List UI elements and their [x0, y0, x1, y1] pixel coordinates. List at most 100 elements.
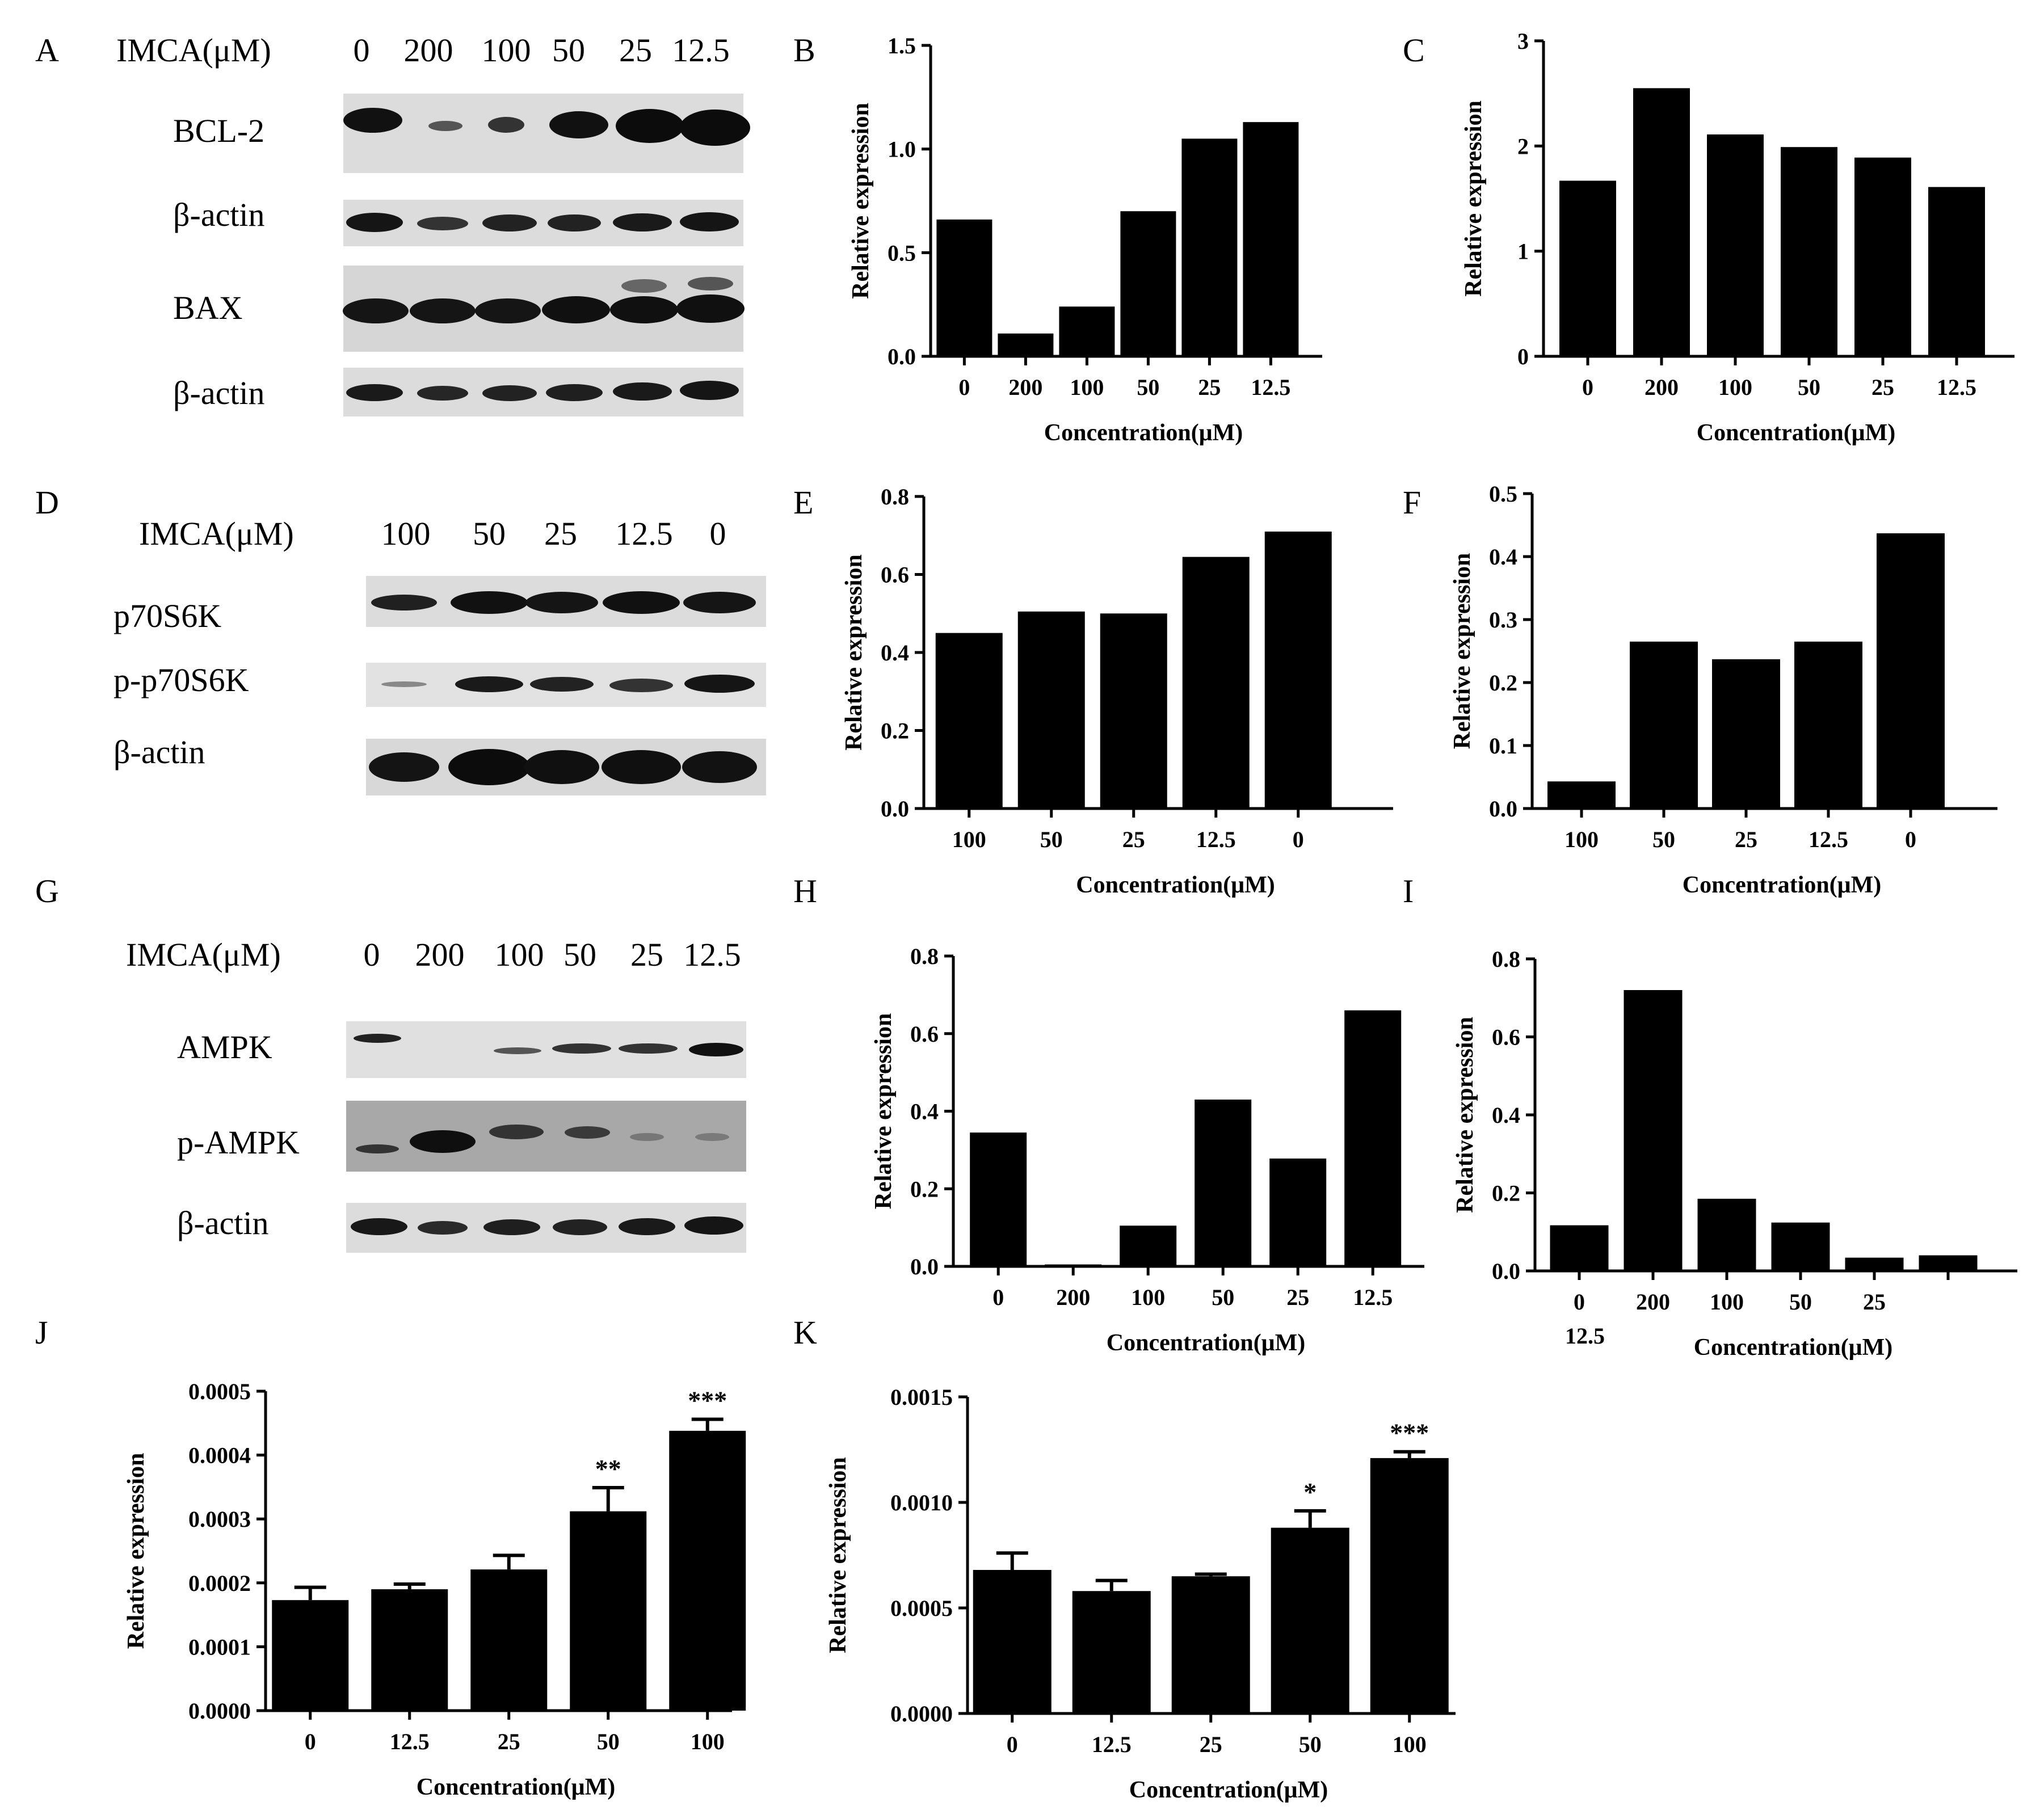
y-axis-label: Relative expression	[1452, 1017, 1478, 1213]
y-tick-label: 0.6	[1492, 1025, 1520, 1050]
band	[483, 1219, 540, 1235]
x-axis-label: Concentration(μM)	[1129, 1777, 1328, 1803]
panel-label-j: J	[35, 1314, 48, 1351]
blot-strip-actin	[346, 1203, 746, 1253]
y-axis-label: Relative expression	[841, 554, 867, 751]
x-axis-label: Concentration(μM)	[1683, 872, 1881, 898]
blot-d-lane: 25	[544, 515, 577, 552]
x-axis-label: Concentration(μM)	[1076, 872, 1275, 898]
x-tick-label: 50	[1137, 374, 1159, 400]
x-tick-label: 0	[1582, 374, 1593, 400]
x-tick-label: 12.5	[1092, 1732, 1132, 1757]
x-tick-label: 0	[305, 1729, 316, 1754]
y-tick-label: 0.2	[881, 718, 909, 744]
x-tick-label: 50	[1212, 1285, 1234, 1310]
bar	[272, 1600, 349, 1711]
blot-d-lane: 50	[473, 515, 506, 552]
bar	[1630, 641, 1698, 809]
y-tick-label: 0.0	[1492, 1258, 1520, 1284]
x-tick-label: 0	[1574, 1289, 1585, 1315]
blot-d-row-label: β-actin	[113, 734, 205, 770]
bar	[1120, 211, 1176, 356]
band	[542, 296, 610, 323]
blot-g-row-label: AMPK	[177, 1029, 272, 1066]
bar	[1550, 1225, 1609, 1271]
y-tick-label: 0.2	[1489, 670, 1517, 696]
y-tick-label: 1.0	[888, 137, 916, 162]
blot-g-lane: 50	[563, 936, 596, 973]
chart-k: 0.0000 0.0005 0.0010 0.0015 0 12.5 25 50 * 100 ***…	[825, 1384, 1456, 1803]
y-tick-label: 1	[1517, 239, 1529, 264]
bar	[371, 1589, 448, 1711]
band	[346, 384, 403, 401]
bar	[1712, 659, 1780, 809]
y-axis-label: Relative expression	[825, 1457, 851, 1653]
y-tick-label: 0.0004	[188, 1443, 251, 1468]
significance-marker: ***	[1390, 1418, 1429, 1447]
panel-label-f: F	[1403, 484, 1421, 521]
x-tick-label: 50	[1299, 1732, 1322, 1757]
panel-label-a: A	[35, 32, 59, 69]
y-axis-label: Relative expression	[848, 103, 874, 299]
band	[482, 385, 537, 401]
chart-b: 0.0 0.5 1.0 1.5 0 200 100 50 25 12.5 Concentration…	[848, 33, 1322, 446]
band	[494, 1047, 541, 1054]
bar	[1771, 1222, 1830, 1271]
x-tick-label: 0	[1293, 827, 1304, 852]
band	[552, 1043, 611, 1054]
bar	[1195, 1099, 1252, 1266]
band	[680, 381, 739, 400]
blot-strip-ampk	[346, 1021, 746, 1078]
band	[410, 298, 476, 323]
y-tick-label: 3	[1517, 28, 1529, 54]
x-tick-label: 200	[1645, 374, 1679, 400]
x-tick-label: 25	[1200, 1732, 1222, 1757]
blot-a-lane: 0	[354, 32, 370, 69]
x-tick-label: 12.5	[1809, 827, 1848, 852]
panel-label-b: B	[793, 32, 815, 69]
chart-h: 0.0 0.2 0.4 0.6 0.8 0 200 100 50 25 12.5 Concentrat…	[870, 944, 1424, 1356]
x-tick-label: 100	[691, 1729, 725, 1754]
band	[603, 591, 680, 614]
x-tick-label: 12.5	[1353, 1285, 1393, 1310]
x-tick-label-extra: 12.5	[1565, 1323, 1605, 1349]
x-tick-label: 100	[1393, 1732, 1427, 1757]
band	[417, 386, 468, 401]
panel-label-d: D	[35, 484, 59, 521]
band	[369, 752, 439, 782]
y-tick-label: 0.2	[910, 1176, 939, 1202]
blot-g-lane: 25	[630, 936, 663, 973]
chart-i: 0.0 0.2 0.4 0.6 0.8 0 200 100 50 25 12.5 Concentrat…	[1452, 946, 2017, 1361]
x-tick-label: 12.5	[1196, 827, 1236, 852]
band	[613, 382, 672, 401]
y-axis-label: Relative expression	[123, 1453, 149, 1649]
y-tick-label: 0	[1517, 344, 1529, 369]
y-tick-label: 0.6	[910, 1021, 939, 1047]
y-axis-label: Relative expression	[1449, 553, 1475, 750]
chart-f: 0.0 0.1 0.2 0.3 0.4 0.5 100 50 25 12.5 0 Concentrat…	[1449, 481, 1997, 898]
x-axis-label: Concentration(μM)	[1694, 1334, 1892, 1361]
band	[530, 677, 594, 692]
band	[565, 1126, 610, 1139]
panel-label-g: G	[35, 873, 59, 910]
blot-g-lane: 0	[364, 936, 380, 973]
y-tick-label: 1.5	[888, 33, 916, 58]
y-tick-label: 0.4	[910, 1099, 939, 1125]
band	[489, 1125, 544, 1139]
bar	[973, 1570, 1052, 1713]
band	[482, 214, 537, 231]
x-tick-label: 50	[1652, 827, 1675, 852]
x-tick-label: 12.5	[390, 1729, 430, 1754]
y-tick-label: 0.4	[881, 640, 909, 666]
bar	[1120, 1226, 1177, 1266]
blot-d-row-label: p-p70S6K	[113, 662, 249, 698]
band	[356, 1144, 399, 1153]
x-tick-label: 0	[1007, 1732, 1018, 1757]
blot-d-lane: 12.5	[615, 515, 673, 552]
bar	[1182, 557, 1250, 809]
y-tick-label: 0.0	[888, 344, 916, 369]
x-axis-label: Concentration(μM)	[1044, 420, 1243, 446]
blot-d-lane: 0	[710, 515, 726, 552]
band	[524, 750, 599, 784]
bar	[1928, 187, 1985, 356]
